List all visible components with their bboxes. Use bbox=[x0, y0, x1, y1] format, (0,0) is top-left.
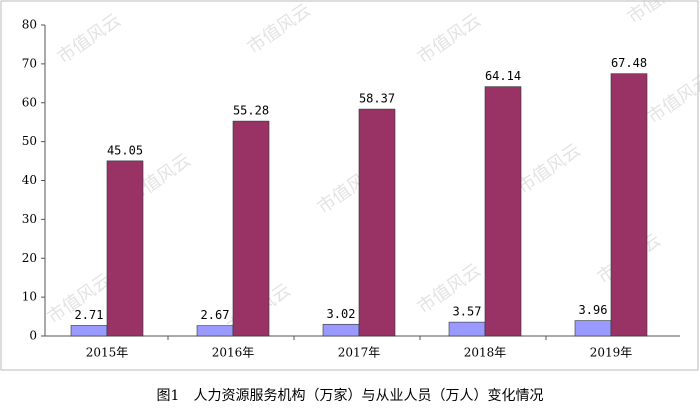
y-tick-label: 50 bbox=[22, 134, 37, 148]
y-tick-label: 20 bbox=[22, 251, 37, 265]
bar bbox=[610, 73, 648, 337]
y-tick-label: 60 bbox=[22, 95, 37, 109]
value-label: 3.96 bbox=[579, 303, 608, 317]
y-tick-label: 70 bbox=[22, 56, 37, 70]
bar bbox=[574, 320, 612, 337]
x-tick-label: 2016年 bbox=[212, 346, 255, 360]
value-label: 58.37 bbox=[359, 92, 395, 106]
y-tick-label: 10 bbox=[22, 290, 37, 304]
y-tick-label: 30 bbox=[22, 212, 37, 226]
y-tick-label: 40 bbox=[22, 173, 37, 187]
bar bbox=[106, 160, 144, 337]
value-label: 64.14 bbox=[485, 69, 521, 83]
x-tick-label: 2017年 bbox=[338, 346, 381, 360]
value-label: 3.57 bbox=[453, 305, 482, 319]
bar bbox=[484, 86, 522, 337]
value-label: 3.02 bbox=[327, 307, 356, 321]
x-tick-label: 2018年 bbox=[464, 346, 507, 360]
bar bbox=[70, 325, 108, 337]
value-label: 55.28 bbox=[233, 104, 269, 118]
value-label: 2.71 bbox=[75, 308, 104, 322]
value-label: 2.67 bbox=[201, 308, 230, 322]
bar bbox=[448, 321, 486, 337]
x-tick-label: 2015年 bbox=[86, 346, 129, 360]
bar bbox=[322, 323, 360, 337]
chart-title: 图1 人力资源服务机构（万家）与从业人员（万人）变化情况 bbox=[157, 387, 544, 404]
value-label: 45.05 bbox=[107, 143, 143, 157]
value-label: 67.48 bbox=[611, 56, 647, 70]
y-tick-label: 80 bbox=[22, 18, 37, 32]
x-tick-label: 2019年 bbox=[590, 346, 633, 360]
bar bbox=[358, 108, 396, 337]
y-tick-label: 0 bbox=[29, 329, 37, 343]
bar bbox=[232, 120, 270, 337]
bar bbox=[196, 325, 234, 337]
